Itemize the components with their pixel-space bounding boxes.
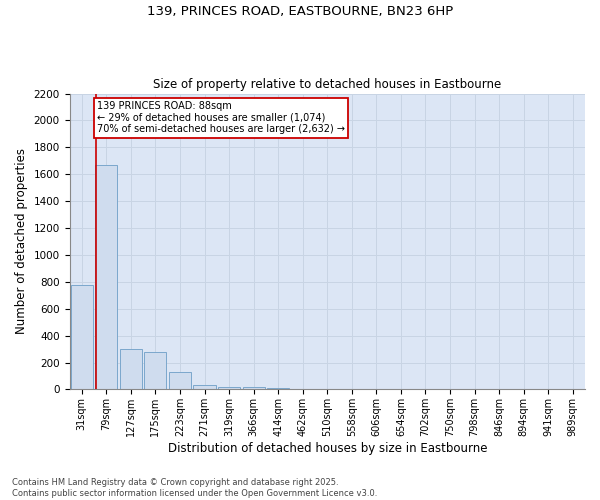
X-axis label: Distribution of detached houses by size in Eastbourne: Distribution of detached houses by size …	[167, 442, 487, 455]
Bar	[242, 388, 265, 390]
Bar	[193, 386, 215, 390]
Text: Contains HM Land Registry data © Crown copyright and database right 2025.
Contai: Contains HM Land Registry data © Crown c…	[12, 478, 377, 498]
Bar	[145, 352, 166, 390]
Bar	[267, 388, 289, 390]
Bar	[218, 386, 240, 390]
Bar	[169, 372, 191, 390]
Bar	[120, 349, 142, 390]
Bar	[95, 165, 118, 390]
Bar	[71, 284, 93, 390]
Text: 139, PRINCES ROAD, EASTBOURNE, BN23 6HP: 139, PRINCES ROAD, EASTBOURNE, BN23 6HP	[147, 5, 453, 18]
Y-axis label: Number of detached properties: Number of detached properties	[15, 148, 28, 334]
Title: Size of property relative to detached houses in Eastbourne: Size of property relative to detached ho…	[153, 78, 502, 91]
Text: 139 PRINCES ROAD: 88sqm
← 29% of detached houses are smaller (1,074)
70% of semi: 139 PRINCES ROAD: 88sqm ← 29% of detache…	[97, 101, 345, 134]
